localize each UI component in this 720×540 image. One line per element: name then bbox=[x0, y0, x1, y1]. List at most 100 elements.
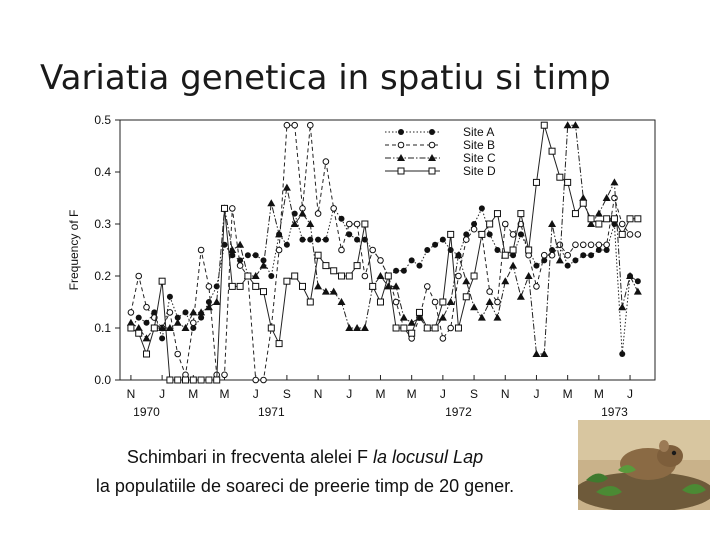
legend-marker bbox=[397, 167, 405, 175]
data-point-site-b bbox=[221, 371, 228, 379]
data-point-site-c bbox=[376, 272, 385, 279]
data-point-site-a bbox=[299, 236, 306, 243]
data-point-site-a bbox=[322, 236, 329, 243]
data-point-site-d bbox=[376, 298, 384, 306]
year-label: 1972 bbox=[445, 405, 472, 419]
data-point-site-c bbox=[438, 313, 447, 321]
data-point-site-a bbox=[408, 257, 415, 264]
data-point-site-d bbox=[127, 324, 135, 332]
y-tick-label: 0.0 bbox=[94, 373, 111, 387]
y-tick-label: 0.3 bbox=[94, 217, 111, 231]
data-point-site-b bbox=[353, 220, 361, 228]
y-tick-label: 0.5 bbox=[94, 113, 111, 127]
series-line-site-d bbox=[130, 125, 638, 381]
data-point-site-d bbox=[166, 376, 174, 384]
series-line-site-b bbox=[130, 124, 638, 381]
x-tick-label: J bbox=[627, 387, 633, 401]
data-point-site-a bbox=[533, 262, 540, 269]
data-point-site-a bbox=[213, 283, 220, 290]
data-point-site-a bbox=[244, 252, 251, 259]
data-point-site-b bbox=[197, 246, 205, 254]
data-point-site-b bbox=[260, 376, 267, 384]
data-point-site-b bbox=[501, 220, 509, 228]
data-point-site-a bbox=[595, 247, 602, 253]
data-point-site-b bbox=[509, 231, 517, 238]
data-point-site-b bbox=[579, 241, 587, 249]
data-point-site-d bbox=[532, 178, 540, 186]
data-point-site-d bbox=[353, 262, 361, 270]
data-point-site-a bbox=[463, 231, 470, 238]
data-point-site-d bbox=[337, 272, 345, 280]
data-point-site-c bbox=[548, 220, 557, 227]
data-point-site-d bbox=[135, 329, 143, 337]
legend-marker bbox=[429, 129, 435, 135]
data-point-site-a bbox=[268, 273, 275, 279]
data-point-site-c bbox=[470, 303, 479, 311]
data-point-site-b bbox=[611, 194, 618, 202]
data-point-site-d bbox=[415, 308, 423, 316]
data-point-site-a bbox=[580, 252, 587, 259]
data-point-site-b bbox=[626, 231, 634, 238]
x-tick-label: N bbox=[127, 387, 136, 401]
data-point-site-d bbox=[587, 215, 595, 223]
data-point-site-d bbox=[298, 282, 306, 290]
data-point-site-a bbox=[588, 252, 595, 259]
y-tick-label: 0.2 bbox=[94, 269, 111, 283]
data-point-site-b bbox=[603, 241, 610, 249]
data-point-site-a bbox=[283, 241, 290, 248]
data-point-site-b bbox=[540, 251, 548, 259]
data-point-site-d bbox=[618, 230, 626, 238]
data-point-site-d bbox=[486, 220, 494, 228]
data-point-site-d bbox=[408, 329, 416, 337]
data-point-site-d bbox=[431, 324, 439, 332]
data-point-site-b bbox=[322, 158, 330, 165]
data-point-site-d bbox=[548, 147, 556, 155]
data-point-site-c bbox=[602, 194, 611, 201]
x-tick-label: M bbox=[188, 387, 198, 401]
data-point-site-c bbox=[298, 209, 307, 217]
data-point-site-a bbox=[393, 267, 400, 274]
data-point-site-c bbox=[626, 272, 635, 279]
data-point-site-d bbox=[213, 376, 221, 384]
data-point-site-b bbox=[377, 257, 384, 264]
data-point-site-c bbox=[282, 183, 291, 191]
data-point-site-b bbox=[275, 246, 283, 254]
data-point-site-a bbox=[354, 236, 361, 243]
data-point-site-c bbox=[493, 313, 502, 321]
x-tick-label: M bbox=[220, 387, 230, 401]
y-tick-label: 0.4 bbox=[94, 165, 111, 179]
data-point-site-d bbox=[189, 376, 197, 384]
data-point-site-d bbox=[579, 199, 587, 207]
data-point-site-c bbox=[610, 178, 619, 186]
legend-label: Site B bbox=[463, 138, 495, 152]
data-point-site-b bbox=[455, 272, 462, 280]
x-tick-label: S bbox=[470, 387, 478, 401]
data-point-site-b bbox=[306, 121, 314, 129]
data-point-site-a bbox=[486, 231, 493, 238]
data-point-site-c bbox=[633, 287, 642, 295]
x-tick-label: M bbox=[375, 387, 385, 401]
data-point-site-b bbox=[252, 376, 259, 384]
x-tick-label: M bbox=[594, 387, 604, 401]
data-point-site-c bbox=[337, 298, 346, 305]
data-point-site-d bbox=[252, 282, 260, 290]
data-point-site-a bbox=[564, 262, 571, 269]
data-point-site-d bbox=[182, 376, 190, 384]
data-point-site-c bbox=[228, 246, 237, 253]
data-point-site-d bbox=[423, 324, 431, 332]
data-point-site-d bbox=[517, 210, 525, 218]
data-point-site-a bbox=[135, 314, 142, 321]
data-point-site-d bbox=[236, 282, 244, 290]
data-point-site-d bbox=[603, 215, 611, 223]
data-point-site-b bbox=[229, 205, 236, 212]
data-point-site-b bbox=[486, 288, 493, 295]
legend-label: Site C bbox=[463, 151, 496, 165]
data-point-site-a bbox=[174, 314, 181, 321]
data-point-site-d bbox=[392, 324, 400, 332]
data-point-site-c bbox=[329, 287, 338, 295]
x-tick-label: J bbox=[533, 387, 539, 401]
data-point-site-a bbox=[291, 210, 298, 217]
data-point-site-c bbox=[165, 324, 174, 331]
data-point-site-d bbox=[509, 246, 517, 254]
data-point-site-b bbox=[556, 241, 564, 249]
